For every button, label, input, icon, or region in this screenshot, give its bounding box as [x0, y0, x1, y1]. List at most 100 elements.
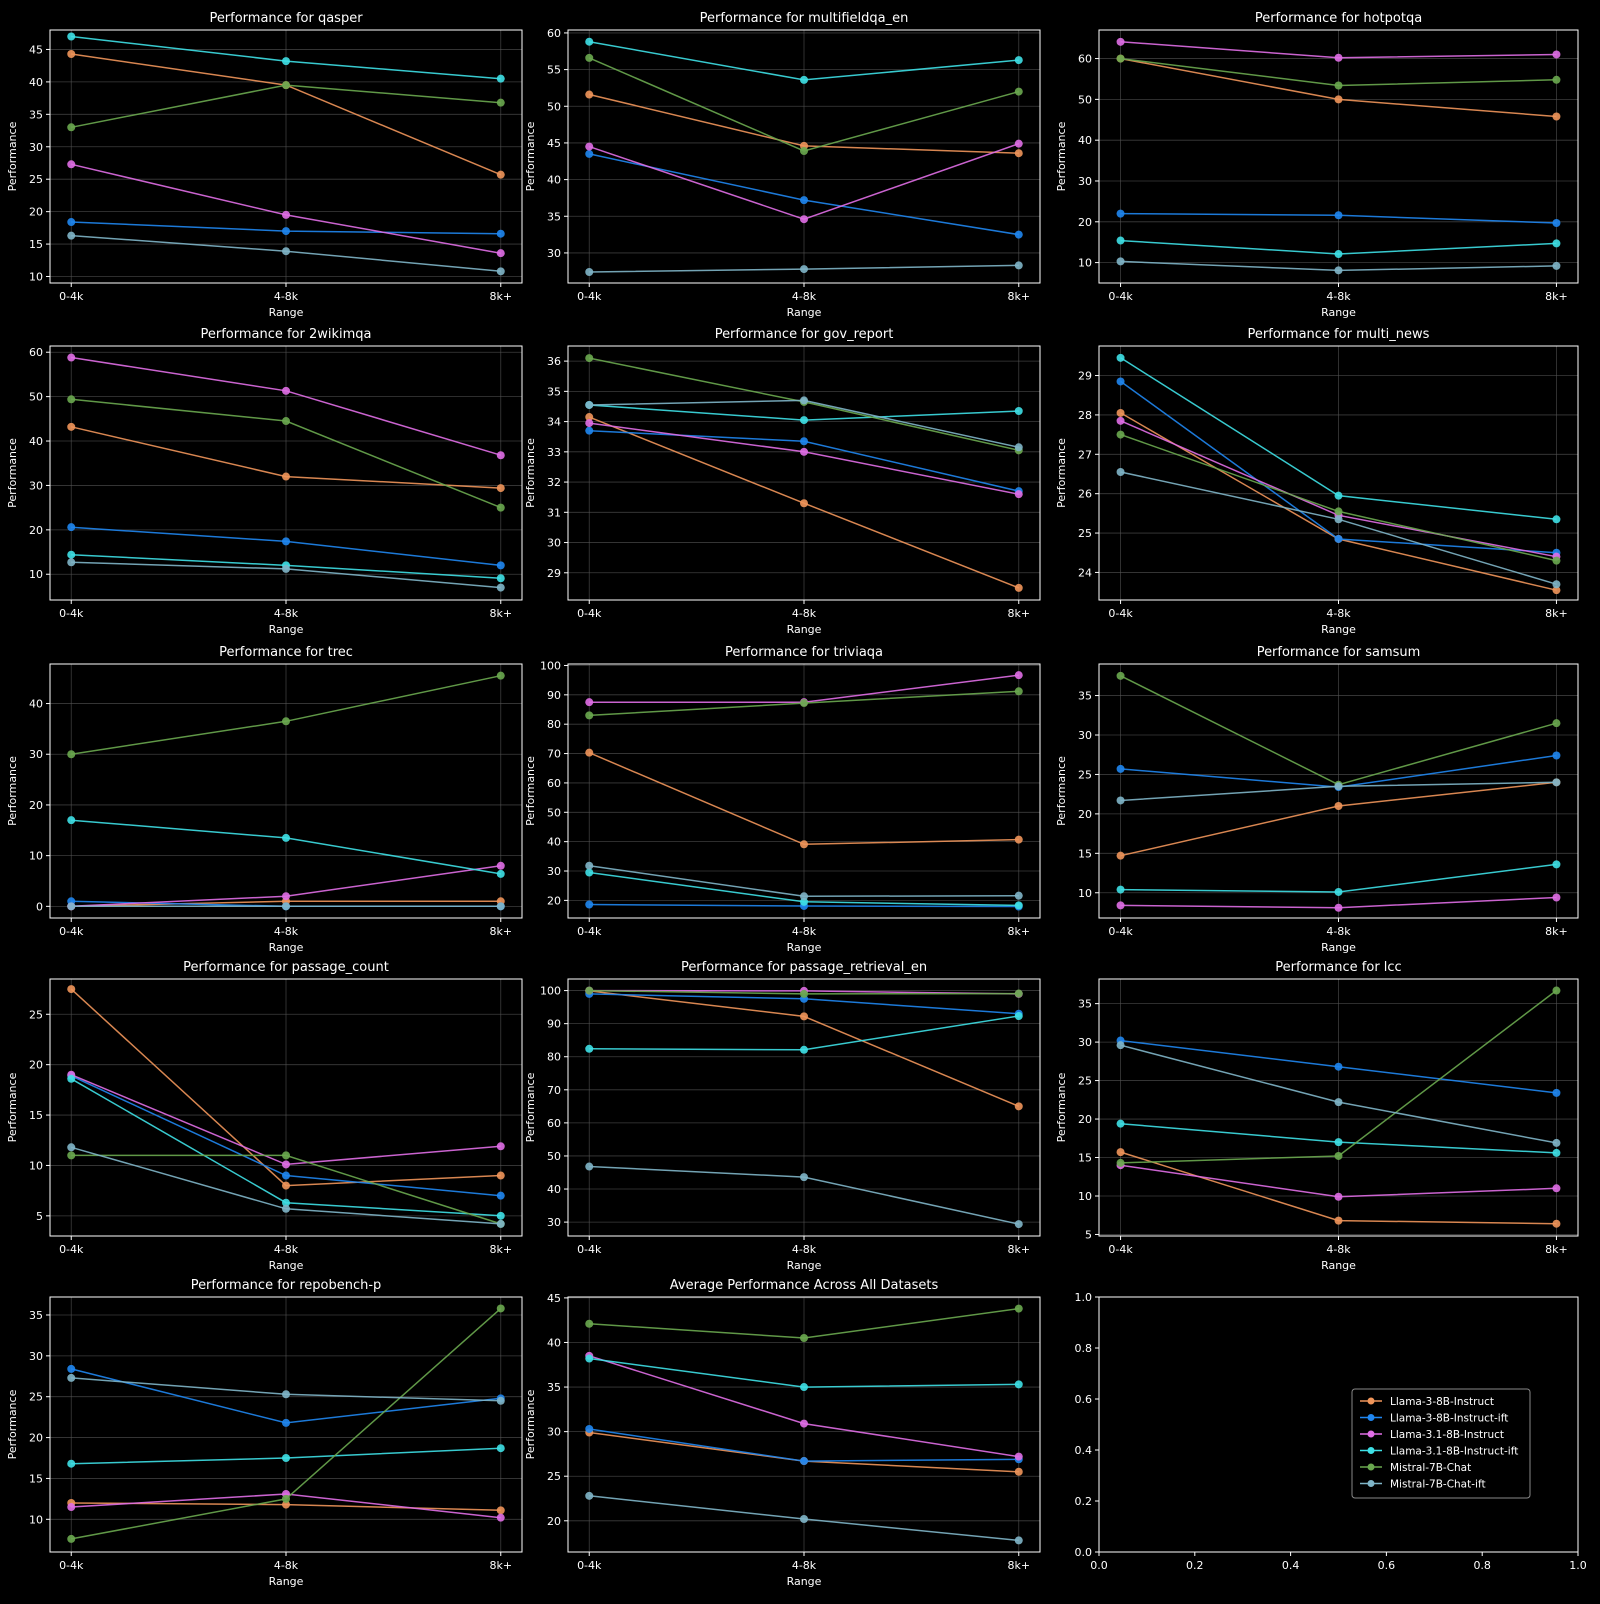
series-mistral-7b-chat [585, 687, 1023, 720]
y-tick-label: 36 [547, 355, 561, 368]
data-point-0-4k [67, 1074, 76, 1083]
data-point-4-8k [1334, 1138, 1343, 1147]
data-point-0-4k [1116, 377, 1125, 386]
series-llama-3-8b-instruct-ift [1116, 209, 1561, 228]
subplot-6: 24 25 26 27 28 29 0-4k 4-8k 8k+ Performance for m… [1055, 327, 1579, 636]
data-point-4-8k [800, 1457, 808, 1466]
data-point-8k [496, 451, 505, 460]
x-tick-label: 4-8k [274, 1559, 299, 1572]
data-point-8k [496, 1191, 505, 1200]
y-tick-label: 0.6 [1075, 1393, 1093, 1406]
y-tick-label: 35 [29, 1309, 43, 1322]
series-mistral-7b-chat-ift [67, 558, 505, 592]
y-tick-label: 10 [29, 1513, 43, 1526]
y-tick-label: 20 [547, 1515, 561, 1528]
data-point-4-8k [800, 1173, 808, 1182]
data-point-4-8k [1334, 1062, 1343, 1071]
series-mistral-7b-chat [1116, 54, 1561, 90]
series-mistral-7b-chat-ift [1116, 1041, 1561, 1147]
y-tick-label: 45 [29, 43, 43, 56]
legend-label-mistral-7b-chat: Mistral-7B-Chat [1390, 1462, 1471, 1474]
x-tick-label: 8k+ [1007, 607, 1030, 620]
y-axis-label: Performance [6, 1072, 19, 1142]
data-point-8k [1014, 407, 1023, 416]
data-point-0-4k [67, 985, 76, 994]
data-point-0-4k [1116, 353, 1125, 362]
data-point-4-8k [800, 840, 808, 849]
data-point-8k [1552, 556, 1561, 565]
series-mistral-7b-chat [585, 1304, 1023, 1343]
series-llama-3-1-8b-instruct-ift [67, 1074, 505, 1220]
data-point-0-4k [1116, 37, 1125, 46]
series-llama-3-1-8b-instruct-ift [585, 1354, 1023, 1392]
y-tick-label: 24 [1078, 566, 1092, 579]
series-llama-3-1-8b-instruct-ift [67, 816, 505, 878]
x-tick-label: 8k+ [489, 1243, 512, 1256]
y-tick-label: 0.8 [1075, 1342, 1093, 1355]
chart-title: Performance for passage_count [183, 960, 389, 975]
data-point-0-4k [1116, 236, 1125, 245]
legend-label-llama-3-1-8b-instruct-ift: Llama-3.1-8B-Instruct-ift [1390, 1446, 1518, 1458]
y-tick-label: 70 [547, 1084, 561, 1097]
y-tick-label: 10 [1078, 257, 1092, 270]
data-point-4-8k [1334, 211, 1343, 220]
x-tick-label: 8k+ [489, 925, 512, 938]
data-point-8k [1014, 901, 1023, 910]
x-tick-label: 0-4k [59, 1243, 84, 1256]
chart-title: Performance for 2wikimqa [200, 327, 371, 342]
data-point-0-4k [67, 50, 76, 59]
data-point-8k [1014, 1012, 1023, 1021]
data-point-4-8k [1334, 887, 1343, 896]
data-point-0-4k [67, 231, 76, 240]
series-llama-3-1-8b-instruct-ift [1116, 236, 1561, 259]
series-llama-3-1-8b-instruct [67, 353, 505, 460]
x-tick-label: 4-8k [274, 1243, 299, 1256]
data-point-8k [1552, 515, 1561, 524]
series-llama-3-8b-instruct-ift [585, 149, 1023, 239]
legend-marker-llama-3-1-8b-instruct-ift [1367, 1447, 1375, 1454]
data-point-0-4k [585, 142, 594, 151]
data-point-4-8k [800, 147, 808, 155]
y-tick-label: 31 [547, 506, 561, 519]
data-point-8k [1014, 671, 1023, 680]
y-tick-label: 30 [547, 1216, 561, 1229]
data-point-4-8k [282, 210, 290, 219]
x-tick-label: 8k+ [1545, 607, 1568, 620]
x-tick-label: 8k+ [489, 1559, 512, 1572]
x-tick-label: 4-8k [274, 925, 299, 938]
legend-label-llama-3-1-8b-instruct: Llama-3.1-8B-Instruct [1390, 1429, 1504, 1441]
y-tick-label: 55 [547, 64, 561, 77]
data-point-4-8k [800, 196, 808, 205]
data-point-4-8k [282, 472, 290, 481]
series-mistral-7b-chat [67, 81, 505, 132]
data-point-4-8k [1334, 491, 1343, 500]
x-tick-label: 0-4k [577, 607, 602, 620]
data-point-0-4k [67, 1143, 76, 1152]
data-point-8k [1552, 1088, 1561, 1097]
subplot-12: 5 10 15 20 25 30 35 0-4k 4-8k 8k+ Performance for … [1055, 960, 1579, 1272]
y-tick-label: 60 [1078, 53, 1092, 66]
data-point-0-4k [67, 1151, 76, 1160]
x-tick-label: 4-8k [792, 290, 817, 303]
x-tick-label: 0.0 [1090, 1559, 1108, 1572]
y-tick-label: 20 [1078, 1113, 1092, 1126]
y-tick-label: 25 [547, 1470, 561, 1483]
x-axis-label: Range [269, 1259, 304, 1272]
x-tick-label: 0-4k [59, 607, 84, 620]
series-mistral-7b-chat-ift [67, 1373, 505, 1405]
data-point-4-8k [800, 989, 808, 998]
data-point-8k [1014, 1220, 1023, 1229]
data-point-0-4k [1116, 764, 1125, 773]
chart-title: Performance for gov_report [715, 327, 894, 342]
series-mistral-7b-chat-ift [67, 231, 505, 276]
y-tick-label: 25 [29, 1391, 43, 1404]
series-llama-3-8b-instruct [585, 986, 1023, 1111]
series-llama-3-1-8b-instruct-ift [585, 37, 1023, 84]
data-point-8k [1552, 586, 1561, 595]
x-tick-label: 0-4k [1108, 290, 1133, 303]
data-point-4-8k [1334, 95, 1343, 104]
data-point-0-4k [585, 426, 594, 435]
data-point-8k [1552, 893, 1561, 902]
data-point-0-4k [585, 900, 594, 909]
data-point-4-8k [1334, 1151, 1343, 1160]
